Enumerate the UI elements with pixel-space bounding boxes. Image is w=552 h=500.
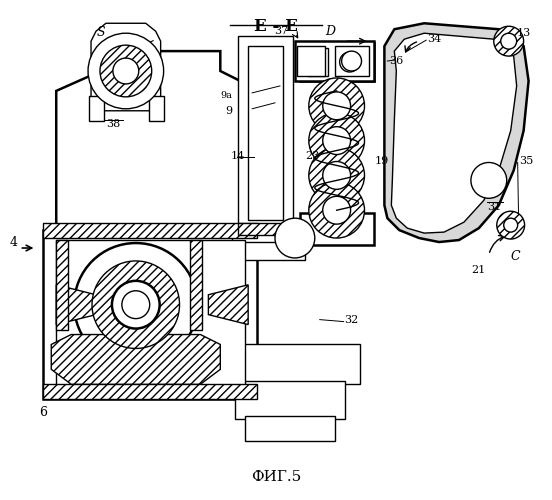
Bar <box>220 344 359 384</box>
Bar <box>335 46 369 76</box>
Bar <box>238 36 293 230</box>
Bar <box>56 240 68 330</box>
Bar <box>235 382 344 419</box>
Polygon shape <box>384 24 529 242</box>
Polygon shape <box>51 334 220 384</box>
Bar <box>43 223 257 238</box>
Text: 6: 6 <box>39 406 47 419</box>
Polygon shape <box>391 33 517 233</box>
Circle shape <box>339 52 359 72</box>
Text: 31: 31 <box>487 202 501 212</box>
Bar <box>43 230 257 399</box>
Text: 36: 36 <box>389 56 404 66</box>
Circle shape <box>309 182 364 238</box>
Text: 14: 14 <box>231 150 245 160</box>
Circle shape <box>275 218 315 258</box>
Circle shape <box>74 243 198 366</box>
Text: D: D <box>326 25 336 38</box>
Bar <box>56 240 245 387</box>
Bar <box>248 46 283 220</box>
Text: 19: 19 <box>374 156 389 166</box>
Polygon shape <box>91 24 161 111</box>
Circle shape <box>112 281 160 328</box>
Text: 9: 9 <box>225 106 232 116</box>
Circle shape <box>122 291 150 318</box>
Circle shape <box>323 162 351 190</box>
Text: 9a: 9a <box>220 92 232 100</box>
Polygon shape <box>208 285 248 325</box>
Text: 23: 23 <box>305 150 319 160</box>
Bar <box>225 242 305 260</box>
Circle shape <box>309 78 364 134</box>
Bar <box>308 48 328 76</box>
Circle shape <box>497 211 524 239</box>
Circle shape <box>323 126 351 154</box>
Text: 34: 34 <box>427 34 442 44</box>
Text: C: C <box>511 250 521 264</box>
Circle shape <box>342 51 362 71</box>
Circle shape <box>504 218 518 232</box>
Circle shape <box>309 148 364 204</box>
Bar <box>190 240 203 330</box>
Text: 13: 13 <box>517 28 531 38</box>
Circle shape <box>92 261 179 348</box>
Bar <box>89 96 104 120</box>
Circle shape <box>494 26 524 56</box>
Bar <box>295 41 374 81</box>
Text: S: S <box>97 26 105 39</box>
Circle shape <box>88 33 163 109</box>
Circle shape <box>100 45 152 97</box>
Text: ФИГ.5: ФИГ.5 <box>251 470 301 484</box>
Bar <box>300 213 374 245</box>
Circle shape <box>113 58 139 84</box>
Text: E - E: E - E <box>254 18 298 36</box>
Text: 37: 37 <box>274 26 288 36</box>
Circle shape <box>471 162 507 198</box>
Bar <box>148 96 163 120</box>
Text: 21: 21 <box>472 265 486 275</box>
Text: 4: 4 <box>9 236 18 248</box>
Text: 35: 35 <box>519 156 533 166</box>
Bar <box>43 384 257 399</box>
Bar <box>245 416 335 441</box>
Polygon shape <box>56 51 240 340</box>
Bar <box>300 43 374 81</box>
Bar <box>238 223 293 235</box>
Bar <box>232 225 297 245</box>
Circle shape <box>323 92 351 120</box>
Bar <box>297 46 325 76</box>
Polygon shape <box>56 285 96 325</box>
Text: 32: 32 <box>344 314 359 324</box>
Circle shape <box>501 33 517 49</box>
Text: 38: 38 <box>106 118 120 128</box>
Circle shape <box>309 113 364 168</box>
Circle shape <box>323 196 351 224</box>
